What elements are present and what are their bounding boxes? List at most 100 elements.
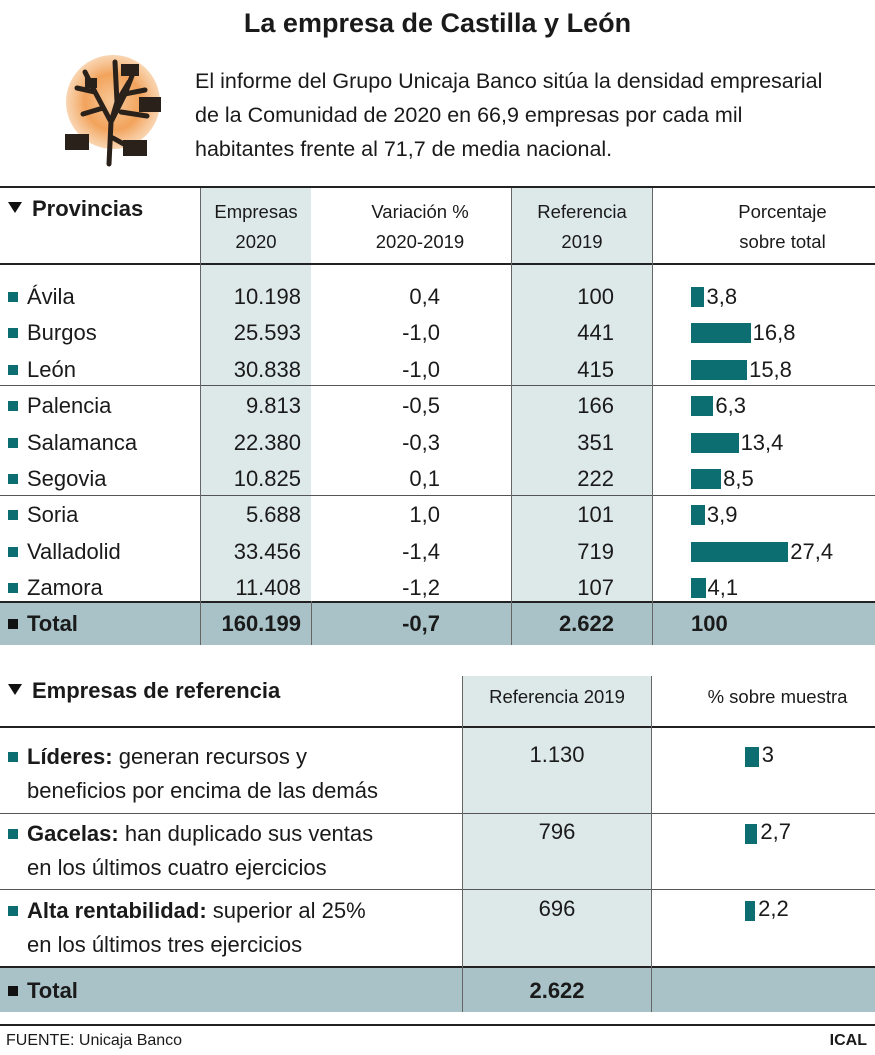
table-row: Ávila 10.198 0,4 100 3,8 [0,279,875,315]
province-name: Soria [8,502,78,528]
empresas-value: 30.838 [233,356,301,382]
province-name: León [8,357,76,383]
referencia-value: 100 [577,284,614,309]
referencia-value: 222 [577,466,614,491]
empresas-value: 9.813 [245,393,301,419]
empresas-value: 22.380 [233,429,301,455]
table-row: Burgos 25.593 -1,0 441 16,8 [0,315,875,351]
bullet-square-icon [8,619,18,629]
percentage-bar [691,541,789,562]
tree-briefcase-icon [65,55,161,167]
percentage-label: 13,4 [740,429,784,455]
percentage-label: 2,2 [758,896,789,921]
group-rule-2 [0,495,875,496]
ref-header-rule [0,726,875,728]
province-name: Zamora [8,575,103,601]
reference-category: Gacelas: [27,821,119,846]
percentage-label: 16,8 [752,320,796,346]
provinces-total-row: Total 160.199 -0,7 2.622 100 [0,606,875,642]
bullet-square-icon [8,829,18,839]
table-row: Segovia 10.825 0,1 222 8,5 [0,461,875,497]
provincias-section-label: Provincias [8,196,143,222]
reference-row: Gacelas: han duplicado sus ventas en los … [8,817,458,885]
col-divider [651,676,652,1012]
ref-column-shade [463,676,651,966]
referencia-column-shade [512,188,652,601]
reference-desc-line1: Alta rentabilidad: superior al 25% [8,894,458,928]
province-label: Zamora [27,575,103,601]
intro-text: El informe del Grupo Unicaja Banco sitúa… [195,69,823,161]
empresas-value: 11.408 [235,575,301,601]
header-ref-2019: Referencia 2019 [489,686,625,707]
empresas-value: 25.593 [233,320,301,346]
province-name: Segovia [8,466,107,492]
header-empresas: Empresas 2020 [214,201,298,252]
variacion-value: -0,5 [402,393,440,419]
referencia-value: 415 [577,356,614,382]
province-label: León [27,356,76,382]
province-label: Palencia [27,393,112,419]
variacion-value: 0,1 [409,466,440,491]
province-label: Salamanca [27,429,138,455]
variacion-value: 1,0 [409,502,440,528]
percentage-bar [691,359,748,380]
footer-rule [0,1024,875,1026]
province-name: Palencia [8,393,111,419]
province-label: Burgos [27,320,97,346]
page-title: La empresa de Castilla y León [243,8,632,38]
reference-row: Alta rentabilidad: superior al 25% en los… [8,894,458,962]
percentage-bar [745,747,759,767]
table-row: Zamora 11.408 -1,2 107 4,1 [0,570,875,606]
percentage-label: 2,7 [760,819,791,844]
header-rule [0,263,875,265]
ref-total-band [0,968,875,1012]
variacion-value: -1,4 [402,538,440,564]
reference-desc: generan recursos y [112,744,308,769]
referencia-value: 166 [577,393,614,419]
province-label: Valladolid [27,538,121,564]
total-top-rule [0,601,875,603]
empresas-value: 10.198 [233,284,301,309]
percentage-label: 4,1 [707,575,739,601]
header-porcentaje: Porcentaje sobre total [738,201,827,252]
table-row: Valladolid 33.456 -1,4 719 27,4 [0,534,875,570]
table-row: Soria 5.688 1,0 101 3,9 [0,497,875,533]
province-name: Valladolid [8,539,121,565]
percentage-bar [745,824,758,844]
header-variacion: Variación % 2020-2019 [371,201,469,252]
percentage-label: 15,8 [749,356,792,382]
bullet-square-icon [8,546,18,557]
bullet-square-icon [8,474,18,484]
variacion-value: -1,2 [402,575,440,601]
reference-desc-line2: beneficios por encima de las demás [27,778,378,803]
bullet-square-icon [8,986,18,996]
ref-total-top-rule [0,966,875,968]
province-name: Salamanca [8,430,137,456]
col-divider [652,188,653,645]
percentage-label: 3,9 [706,502,738,528]
empresas-value: 10.825 [233,466,301,491]
percentage-label: 3,8 [706,284,738,309]
percentage-label: 3 [761,742,775,767]
percentage-bar [691,287,705,307]
table-row: Salamanca 22.380 -0,3 351 13,4 [0,425,875,461]
table-row: León 30.838 -1,0 415 15,8 [0,352,875,388]
empresas-column-shade [201,188,311,601]
variacion-value: -1,0 [402,320,440,346]
reference-desc-line1: Gacelas: han duplicado sus ventas [8,817,458,851]
referencia-value: 796 [538,819,576,844]
source-note: FUENTE: Unicaja Banco [6,1032,183,1049]
empresas-value: 5.688 [245,502,301,528]
percentage-label: 8,5 [723,466,754,491]
ref-total-row: Total 2.622 [0,973,875,1009]
ref-rule-2 [0,889,875,890]
percentage-bar [691,323,751,344]
bullet-square-icon [8,510,18,521]
reference-row: Líderes: generan recursos y beneficios po… [8,740,458,808]
bullet-square-icon [8,364,18,375]
bullet-square-icon [8,752,18,762]
bullet-square-icon [8,401,18,412]
group-rule-1 [0,385,875,386]
province-label: Segovia [27,466,107,491]
col-divider [462,676,463,1012]
